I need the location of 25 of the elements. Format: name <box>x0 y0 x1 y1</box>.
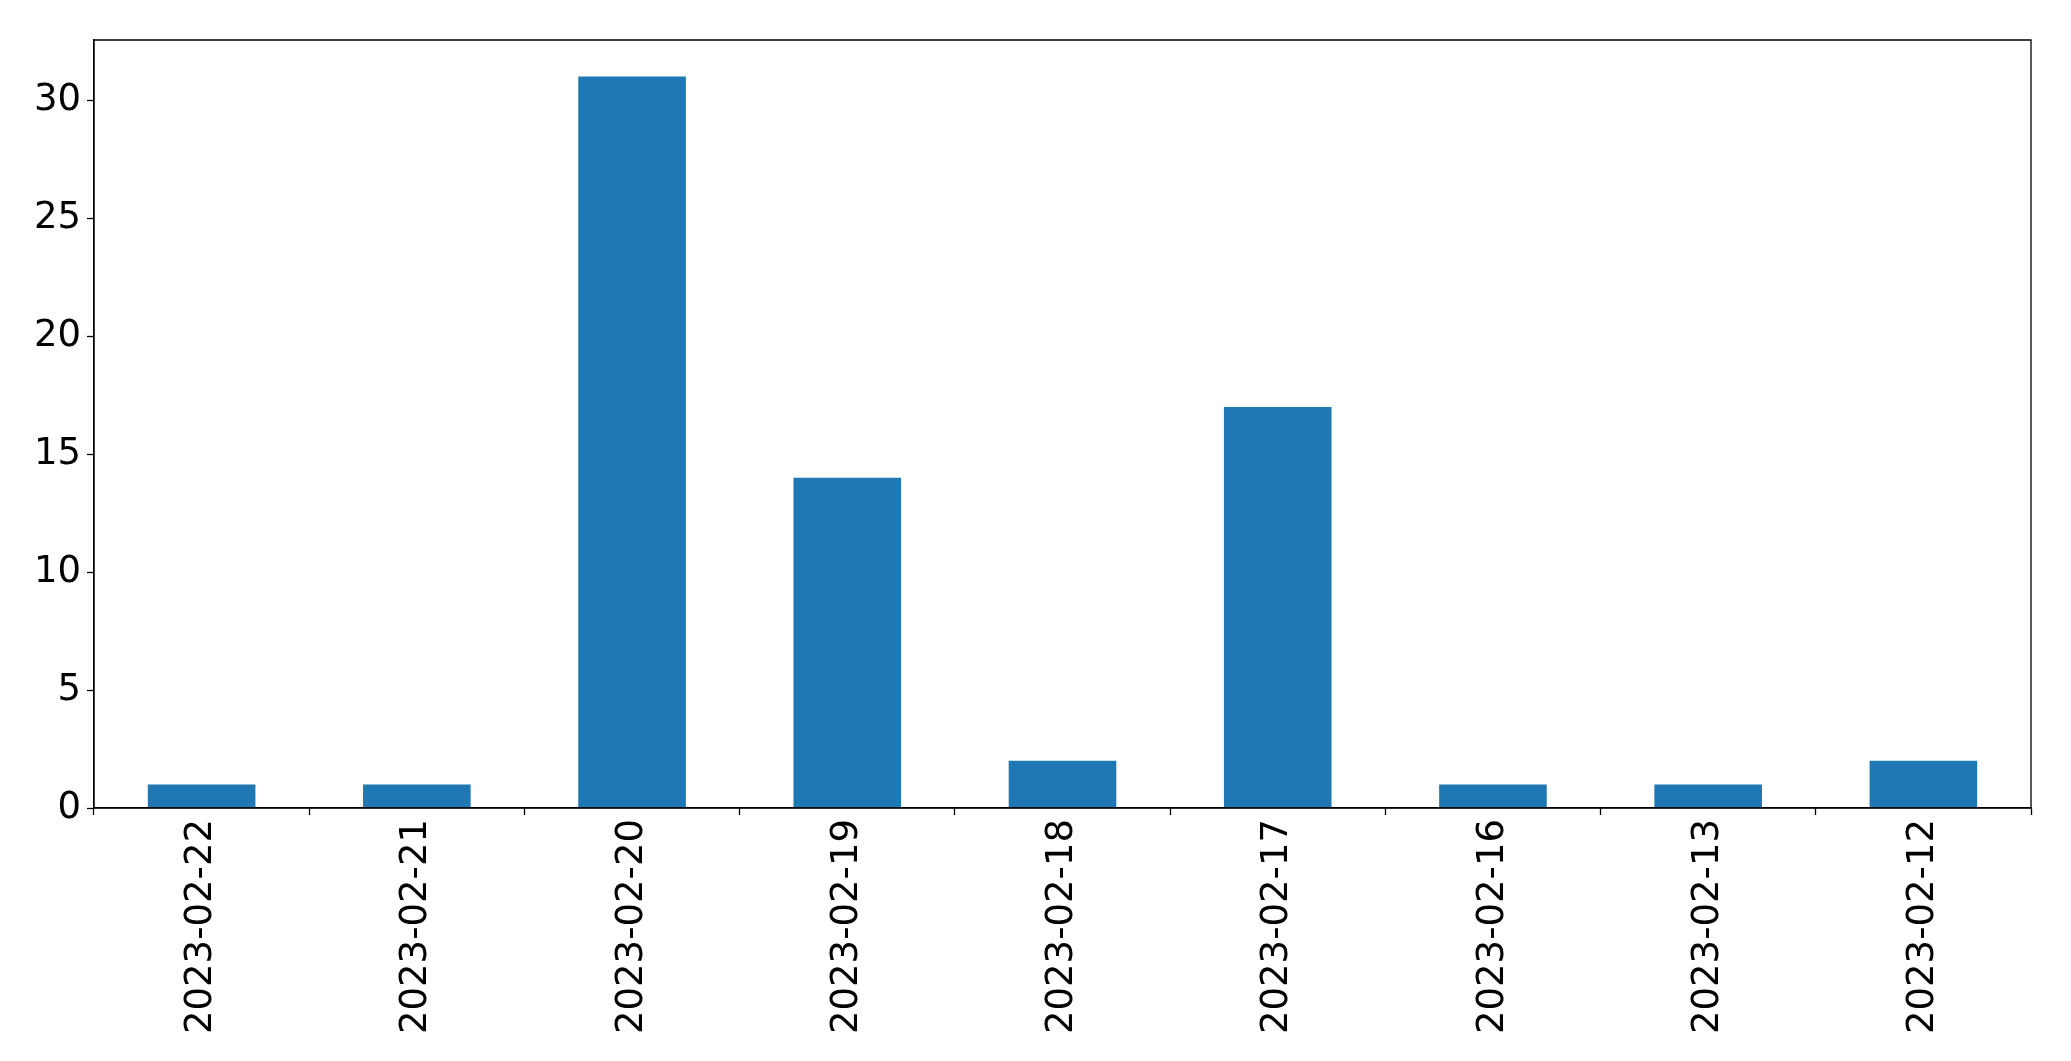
bar <box>1439 784 1547 808</box>
bar <box>147 784 256 808</box>
x-tick-label: 2023-02-19 <box>822 819 866 1035</box>
x-tick-label: 2023-02-21 <box>392 819 436 1035</box>
bar <box>363 784 471 808</box>
y-tick-label: 25 <box>33 193 81 237</box>
y-tick-label: 20 <box>33 311 81 355</box>
bar <box>1008 760 1117 808</box>
bar <box>1223 406 1332 808</box>
y-tick-label: 30 <box>33 75 81 119</box>
x-tick-label: 2023-02-22 <box>177 819 221 1035</box>
bar <box>1654 784 1762 808</box>
y-tick-label: 0 <box>57 783 81 827</box>
bar <box>1869 760 1978 808</box>
x-tick-label: 2023-02-17 <box>1253 819 1297 1035</box>
x-tick-label: 2023-02-12 <box>1899 819 1942 1035</box>
y-tick-label: 10 <box>33 547 81 591</box>
x-tick-label: 2023-02-20 <box>607 819 651 1035</box>
y-tick-label: 5 <box>57 665 81 709</box>
bar <box>578 76 686 808</box>
y-tick-label: 15 <box>33 429 81 473</box>
x-tick-label: 2023-02-16 <box>1468 819 1512 1035</box>
x-tick-label: 2023-02-18 <box>1038 819 1082 1035</box>
x-tick-label: 2023-02-13 <box>1683 819 1727 1035</box>
bar <box>793 477 902 808</box>
